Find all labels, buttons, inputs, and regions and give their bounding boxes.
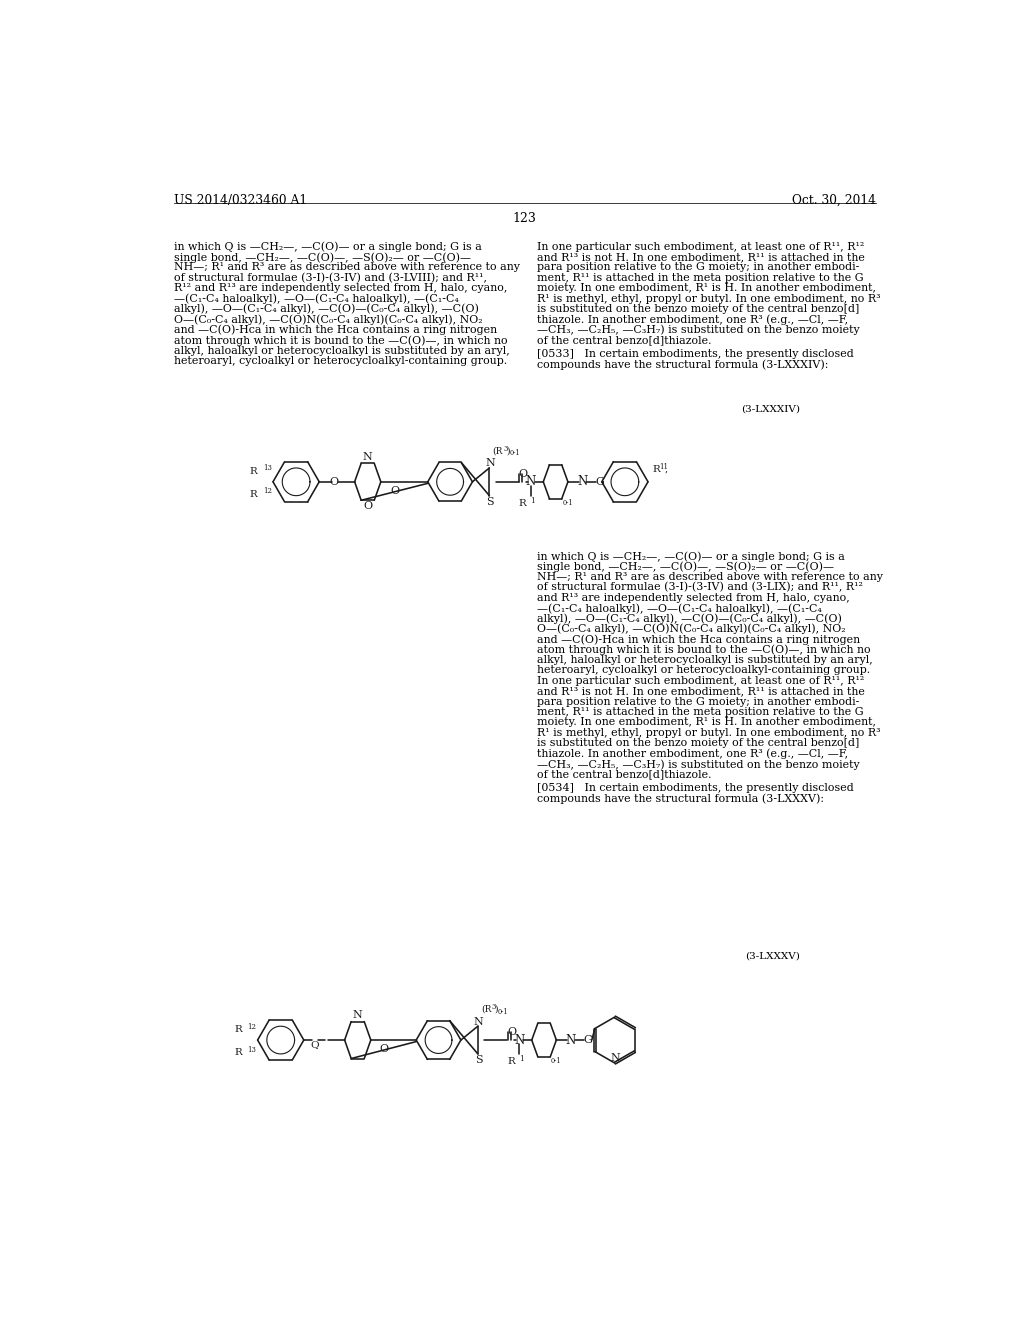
Text: N: N [526, 475, 537, 488]
Text: —(C₁-C₄ haloalkyl), —O—(C₁-C₄ haloalkyl), —(C₁-C₄: —(C₁-C₄ haloalkyl), —O—(C₁-C₄ haloalkyl)… [538, 603, 822, 614]
Text: and R¹³ is not H. In one embodiment, R¹¹ is attached in the: and R¹³ is not H. In one embodiment, R¹¹… [538, 686, 865, 696]
Text: R: R [652, 465, 660, 474]
Text: O: O [379, 1044, 388, 1055]
Text: and —C(O)-Hca in which the Hca contains a ring nitrogen: and —C(O)-Hca in which the Hca contains … [174, 325, 497, 335]
Text: is substituted on the benzo moiety of the central benzo[d]: is substituted on the benzo moiety of th… [538, 738, 859, 748]
Text: 1: 1 [518, 1055, 523, 1064]
Text: O: O [364, 502, 373, 511]
Text: R¹² and R¹³ are independently selected from H, halo, cyano,: R¹² and R¹³ are independently selected f… [174, 284, 507, 293]
Text: single bond, —CH₂—, —C(O)—, —S(O)₂— or —C(O)—: single bond, —CH₂—, —C(O)—, —S(O)₂— or —… [538, 561, 835, 572]
Text: —CH₃, —C₂H₅, —C₃H₇) is substituted on the benzo moiety: —CH₃, —C₂H₅, —C₃H₇) is substituted on th… [538, 325, 860, 335]
Text: 3: 3 [503, 445, 508, 453]
Text: Oct. 30, 2014: Oct. 30, 2014 [792, 194, 876, 207]
Text: NH—; R¹ and R³ are as described above with reference to any: NH—; R¹ and R³ are as described above wi… [538, 572, 883, 582]
Text: NH—; R¹ and R³ are as described above with reference to any: NH—; R¹ and R³ are as described above wi… [174, 263, 520, 272]
Text: G: G [584, 1035, 592, 1045]
Text: 0-1: 0-1 [562, 499, 573, 507]
Text: Q: Q [310, 1040, 318, 1049]
Text: US 2014/0323460 A1: US 2014/0323460 A1 [174, 194, 307, 207]
Text: alkyl, haloalkyl or heterocycloalkyl is substituted by an aryl,: alkyl, haloalkyl or heterocycloalkyl is … [538, 655, 872, 665]
Text: in which Q is —CH₂—, —C(O)— or a single bond; G is a: in which Q is —CH₂—, —C(O)— or a single … [538, 552, 845, 562]
Text: [0534]   In certain embodiments, the presently disclosed: [0534] In certain embodiments, the prese… [538, 783, 854, 793]
Text: O—(C₀-C₄ alkyl), —C(O)N(C₀-C₄ alkyl)(C₀-C₄ alkyl), NO₂: O—(C₀-C₄ alkyl), —C(O)N(C₀-C₄ alkyl)(C₀-… [538, 624, 846, 635]
Text: —(C₁-C₄ haloalkyl), —O—(C₁-C₄ haloalkyl), —(C₁-C₄: —(C₁-C₄ haloalkyl), —O—(C₁-C₄ haloalkyl)… [174, 293, 459, 304]
Text: N: N [353, 1010, 362, 1020]
Text: ment, R¹¹ is attached in the meta position relative to the G: ment, R¹¹ is attached in the meta positi… [538, 273, 864, 282]
Text: of the central benzo[d]thiazole.: of the central benzo[d]thiazole. [538, 770, 712, 779]
Text: 13: 13 [263, 465, 272, 473]
Text: moiety. In one embodiment, R¹ is H. In another embodiment,: moiety. In one embodiment, R¹ is H. In a… [538, 284, 877, 293]
Text: ,: , [665, 465, 668, 474]
Text: in which Q is —CH₂—, —C(O)— or a single bond; G is a: in which Q is —CH₂—, —C(O)— or a single … [174, 242, 481, 252]
Text: S: S [486, 496, 494, 507]
Text: 123: 123 [513, 213, 537, 226]
Text: R: R [234, 1024, 243, 1034]
Text: thiazole. In another embodiment, one R³ (e.g., —Cl, —F,: thiazole. In another embodiment, one R³ … [538, 748, 848, 759]
Text: O—(C₀-C₄ alkyl), —C(O)N(C₀-C₄ alkyl)(C₀-C₄ alkyl), NO₂: O—(C₀-C₄ alkyl), —C(O)N(C₀-C₄ alkyl)(C₀-… [174, 314, 482, 325]
Text: of structural formulae (3-I)-(3-IV) and (3-LVIII); and R¹¹,: of structural formulae (3-I)-(3-IV) and … [174, 273, 486, 282]
Text: O: O [507, 1027, 516, 1038]
Text: R: R [234, 1048, 243, 1057]
Text: atom through which it is bound to the —C(O)—, in which no: atom through which it is bound to the —C… [538, 644, 870, 655]
Text: N: N [362, 453, 373, 462]
Text: alkyl), —O—(C₁-C₄ alkyl), —C(O)—(C₀-C₄ alkyl), —C(O): alkyl), —O—(C₁-C₄ alkyl), —C(O)—(C₀-C₄ a… [174, 304, 478, 314]
Text: N: N [566, 1034, 577, 1047]
Text: 13: 13 [248, 1045, 256, 1053]
Text: R: R [250, 490, 258, 499]
Text: 0-1: 0-1 [551, 1057, 561, 1065]
Text: R: R [507, 1057, 515, 1067]
Text: O: O [330, 477, 338, 487]
Text: compounds have the structural formula (3-LXXXV):: compounds have the structural formula (3… [538, 793, 824, 804]
Text: para position relative to the G moiety; in another embodi-: para position relative to the G moiety; … [538, 697, 859, 706]
Text: alkyl, haloalkyl or heterocycloalkyl is substituted by an aryl,: alkyl, haloalkyl or heterocycloalkyl is … [174, 346, 509, 355]
Text: ): ) [506, 446, 510, 455]
Text: R¹ is methyl, ethyl, propyl or butyl. In one embodiment, no R³: R¹ is methyl, ethyl, propyl or butyl. In… [538, 293, 881, 304]
Text: atom through which it is bound to the —C(O)—, in which no: atom through which it is bound to the —C… [174, 335, 507, 346]
Text: thiazole. In another embodiment, one R³ (e.g., —Cl, —F,: thiazole. In another embodiment, one R³ … [538, 314, 848, 325]
Text: 12: 12 [248, 1023, 257, 1031]
Text: O: O [519, 469, 527, 479]
Text: R¹ is methyl, ethyl, propyl or butyl. In one embodiment, no R³: R¹ is methyl, ethyl, propyl or butyl. In… [538, 727, 881, 738]
Text: —CH₃, —C₂H₅, —C₃H₇) is substituted on the benzo moiety: —CH₃, —C₂H₅, —C₃H₇) is substituted on th… [538, 759, 860, 770]
Text: 12: 12 [263, 487, 272, 495]
Text: (3-LXXXV): (3-LXXXV) [745, 952, 801, 961]
Text: N: N [578, 475, 588, 488]
Text: and R¹³ is not H. In one embodiment, R¹¹ is attached in the: and R¹³ is not H. In one embodiment, R¹¹… [538, 252, 865, 261]
Text: 0-1: 0-1 [498, 1007, 509, 1015]
Text: 11: 11 [658, 463, 668, 471]
Text: G: G [595, 477, 604, 487]
Text: N: N [610, 1053, 620, 1063]
Text: [0533]   In certain embodiments, the presently disclosed: [0533] In certain embodiments, the prese… [538, 348, 854, 359]
Text: N: N [485, 458, 495, 469]
Text: of the central benzo[d]thiazole.: of the central benzo[d]thiazole. [538, 335, 712, 345]
Text: 0-1: 0-1 [509, 449, 520, 457]
Text: ment, R¹¹ is attached in the meta position relative to the G: ment, R¹¹ is attached in the meta positi… [538, 708, 864, 717]
Text: is substituted on the benzo moiety of the central benzo[d]: is substituted on the benzo moiety of th… [538, 304, 859, 314]
Text: compounds have the structural formula (3-LXXXIV):: compounds have the structural formula (3… [538, 359, 828, 370]
Text: (3-LXXXIV): (3-LXXXIV) [741, 405, 801, 413]
Text: (R: (R [493, 446, 503, 455]
Text: heteroaryl, cycloalkyl or heterocycloalkyl-containing group.: heteroaryl, cycloalkyl or heterocycloalk… [174, 356, 507, 366]
Text: alkyl), —O—(C₁-C₄ alkyl), —C(O)—(C₀-C₄ alkyl), —C(O): alkyl), —O—(C₁-C₄ alkyl), —C(O)—(C₀-C₄ a… [538, 614, 842, 624]
Text: O: O [390, 486, 399, 496]
Text: and —C(O)-Hca in which the Hca contains a ring nitrogen: and —C(O)-Hca in which the Hca contains … [538, 635, 860, 645]
Text: In one particular such embodiment, at least one of R¹¹, R¹²: In one particular such embodiment, at le… [538, 242, 864, 252]
Text: N: N [474, 1016, 483, 1027]
Text: In one particular such embodiment, at least one of R¹¹, R¹²: In one particular such embodiment, at le… [538, 676, 864, 686]
Text: moiety. In one embodiment, R¹ is H. In another embodiment,: moiety. In one embodiment, R¹ is H. In a… [538, 718, 877, 727]
Text: R: R [518, 499, 526, 508]
Text: R: R [250, 466, 258, 475]
Text: single bond, —CH₂—, —C(O)—, —S(O)₂— or —C(O)—: single bond, —CH₂—, —C(O)—, —S(O)₂— or —… [174, 252, 471, 263]
Text: 3: 3 [492, 1003, 496, 1011]
Text: ): ) [495, 1005, 499, 1014]
Text: S: S [475, 1055, 482, 1065]
Text: N: N [514, 1034, 524, 1047]
Text: (R: (R [481, 1005, 492, 1014]
Text: para position relative to the G moiety; in another embodi-: para position relative to the G moiety; … [538, 263, 859, 272]
Text: 1: 1 [530, 498, 535, 506]
Text: and R¹³ are independently selected from H, halo, cyano,: and R¹³ are independently selected from … [538, 593, 850, 603]
Text: heteroaryl, cycloalkyl or heterocycloalkyl-containing group.: heteroaryl, cycloalkyl or heterocycloalk… [538, 665, 870, 676]
Text: of structural formulae (3-I)-(3-IV) and (3-LIX); and R¹¹, R¹²: of structural formulae (3-I)-(3-IV) and … [538, 582, 863, 593]
